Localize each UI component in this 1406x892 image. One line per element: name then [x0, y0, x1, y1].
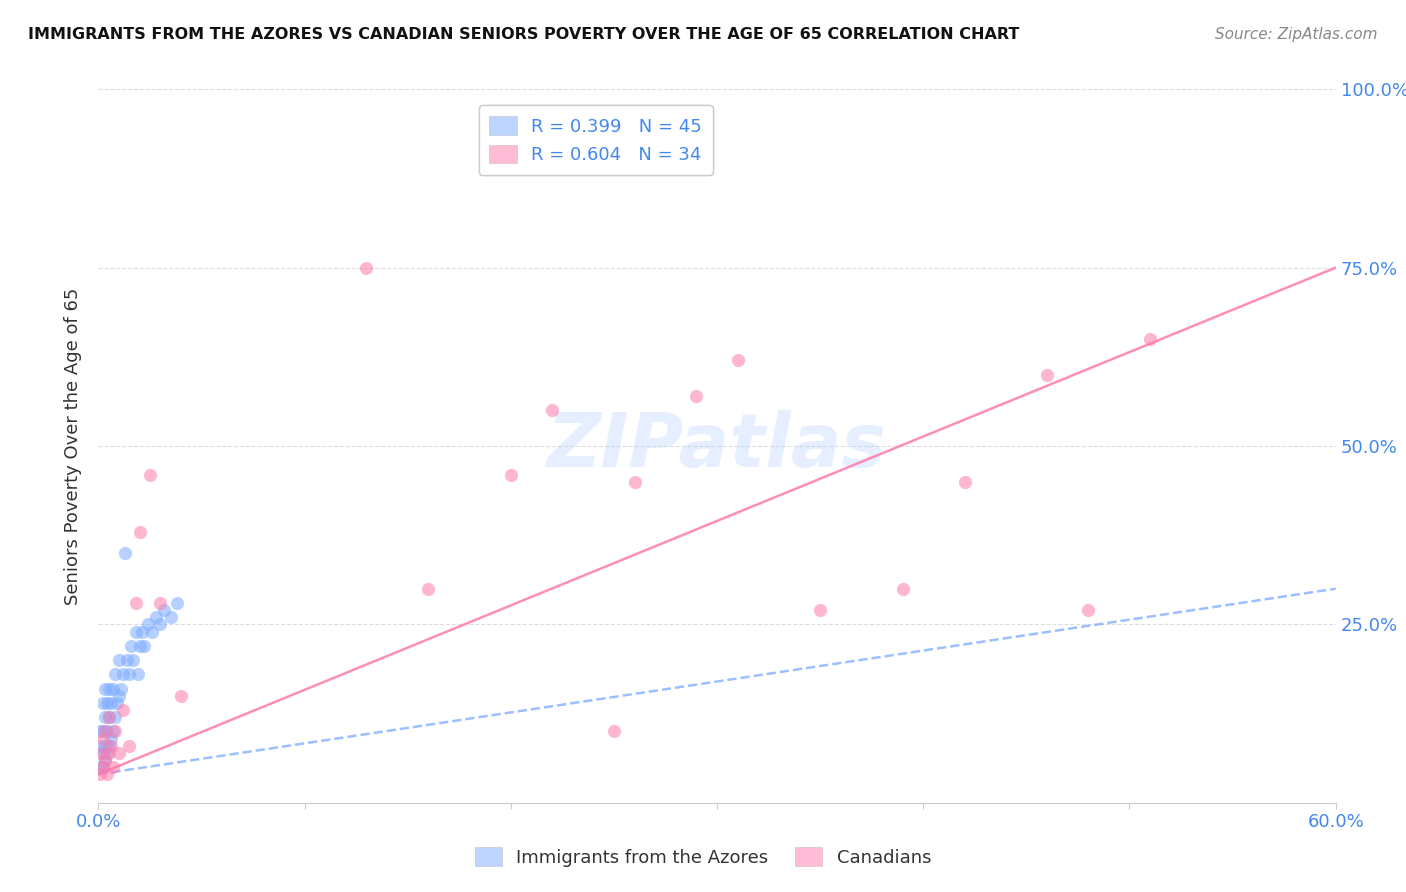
Point — [91, 731, 114, 746]
Point — [145, 610, 167, 624]
Point — [1139, 332, 1161, 346]
Point — [108, 689, 131, 703]
Point — [127, 667, 149, 681]
Point — [110, 681, 132, 696]
Point — [418, 582, 440, 596]
Point — [91, 724, 114, 739]
Point — [122, 653, 145, 667]
Point — [91, 760, 114, 774]
Y-axis label: Seniors Poverty Over the Age of 65: Seniors Poverty Over the Age of 65 — [65, 287, 83, 605]
Point — [104, 667, 127, 681]
Point — [104, 724, 127, 739]
Point — [149, 596, 172, 610]
Point — [100, 696, 122, 710]
Point — [93, 753, 115, 767]
Point — [97, 681, 120, 696]
Point — [97, 710, 120, 724]
Point — [93, 681, 115, 696]
Point — [91, 760, 114, 774]
Point — [124, 624, 146, 639]
Point — [149, 617, 172, 632]
Point — [96, 746, 118, 760]
Point — [100, 731, 122, 746]
Point — [96, 696, 118, 710]
Point — [139, 467, 162, 482]
Point — [141, 624, 163, 639]
Point — [1077, 603, 1099, 617]
Point — [89, 739, 111, 753]
Point — [97, 739, 120, 753]
Point — [953, 475, 976, 489]
Point — [117, 653, 139, 667]
Point — [93, 710, 115, 724]
Point — [108, 653, 131, 667]
Point — [97, 710, 120, 724]
Point — [89, 746, 111, 760]
Point — [499, 467, 522, 482]
Point — [136, 617, 159, 632]
Point — [118, 667, 141, 681]
Point — [153, 603, 176, 617]
Point — [685, 389, 707, 403]
Point — [96, 724, 118, 739]
Point — [101, 681, 124, 696]
Point — [114, 546, 136, 560]
Point — [97, 746, 120, 760]
Point — [89, 767, 111, 781]
Point — [101, 724, 124, 739]
Point — [112, 703, 135, 717]
Legend: R = 0.399   N = 45, R = 0.604   N = 34: R = 0.399 N = 45, R = 0.604 N = 34 — [478, 105, 713, 175]
Point — [623, 475, 645, 489]
Point — [93, 724, 115, 739]
Point — [118, 739, 141, 753]
Point — [100, 739, 122, 753]
Point — [104, 710, 127, 724]
Point — [105, 696, 128, 710]
Point — [1036, 368, 1059, 382]
Point — [89, 760, 111, 774]
Point — [131, 624, 153, 639]
Point — [112, 667, 135, 681]
Point — [891, 582, 914, 596]
Text: Source: ZipAtlas.com: Source: ZipAtlas.com — [1215, 27, 1378, 42]
Point — [124, 596, 146, 610]
Point — [89, 724, 111, 739]
Point — [96, 767, 118, 781]
Point — [132, 639, 155, 653]
Point — [91, 746, 114, 760]
Point — [356, 260, 378, 275]
Point — [603, 724, 626, 739]
Point — [128, 524, 150, 539]
Legend: Immigrants from the Azores, Canadians: Immigrants from the Azores, Canadians — [467, 840, 939, 874]
Point — [93, 739, 115, 753]
Point — [541, 403, 564, 417]
Point — [170, 689, 193, 703]
Point — [91, 696, 114, 710]
Text: ZIPatlas: ZIPatlas — [547, 409, 887, 483]
Point — [101, 760, 124, 774]
Point — [128, 639, 150, 653]
Point — [166, 596, 188, 610]
Point — [108, 746, 131, 760]
Point — [727, 353, 749, 368]
Point — [808, 603, 831, 617]
Text: IMMIGRANTS FROM THE AZORES VS CANADIAN SENIORS POVERTY OVER THE AGE OF 65 CORREL: IMMIGRANTS FROM THE AZORES VS CANADIAN S… — [28, 27, 1019, 42]
Point — [93, 753, 115, 767]
Point — [159, 610, 181, 624]
Point — [120, 639, 142, 653]
